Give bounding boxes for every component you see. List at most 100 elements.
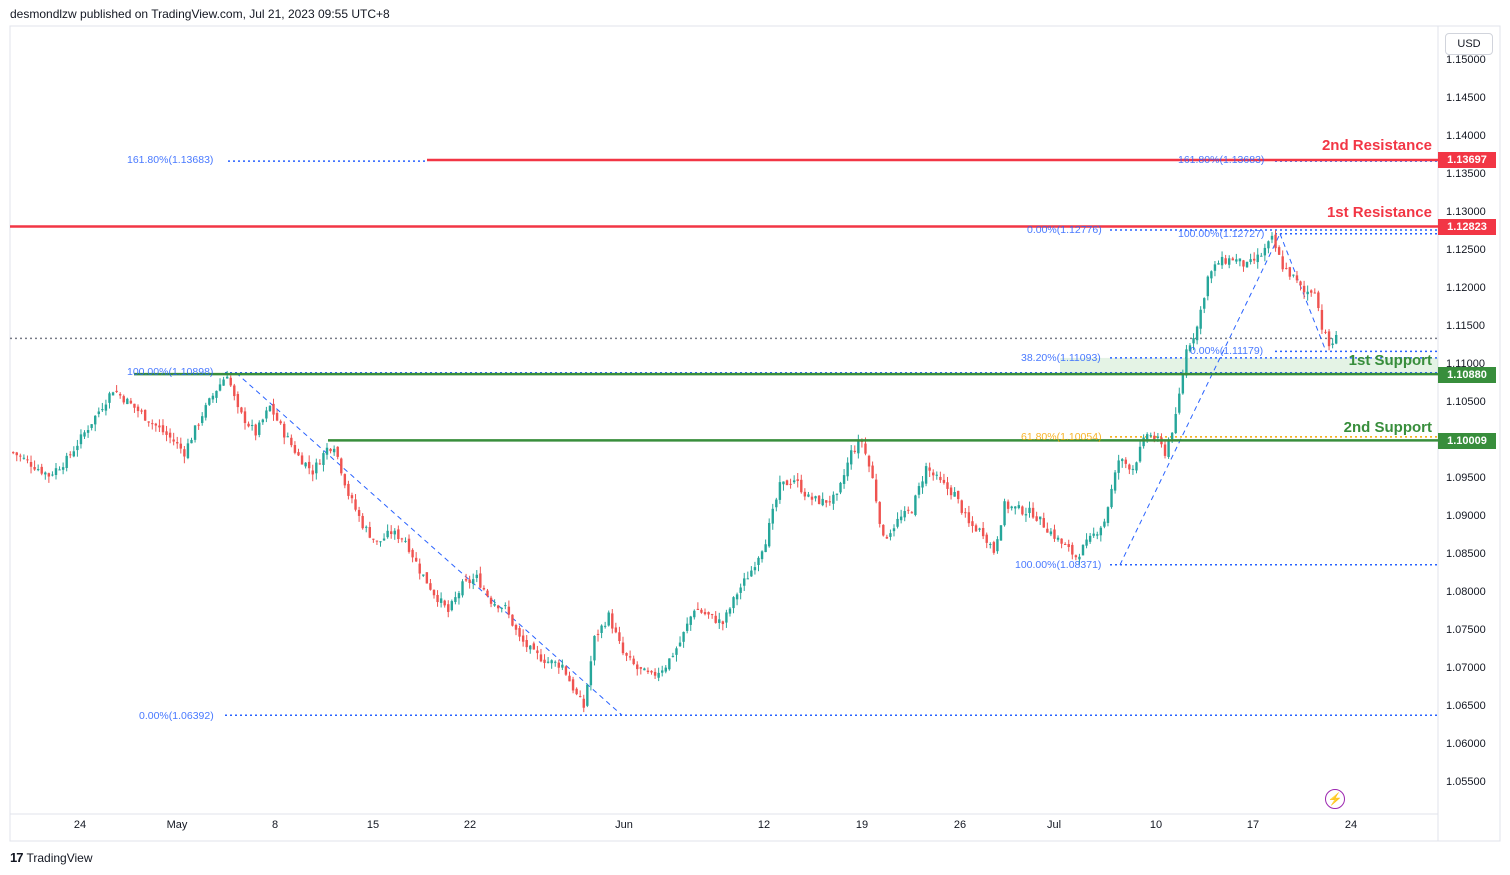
candle-body bbox=[725, 612, 728, 623]
candle-body bbox=[632, 658, 635, 665]
time-tick-7: 19 bbox=[855, 819, 869, 831]
price-tick-0: 1.15000 bbox=[1446, 54, 1486, 66]
candle-body bbox=[136, 406, 140, 412]
candle-body bbox=[1046, 528, 1049, 533]
candle-body bbox=[907, 509, 910, 511]
candle-body bbox=[1149, 435, 1152, 437]
candle-body bbox=[1067, 544, 1070, 548]
candle-body bbox=[992, 542, 996, 553]
candle-body bbox=[892, 528, 896, 532]
candle-body bbox=[985, 534, 988, 543]
candle-body bbox=[1010, 506, 1013, 509]
candle-body bbox=[400, 538, 404, 540]
candle-body bbox=[140, 410, 143, 412]
candle-body bbox=[104, 404, 108, 411]
candle-body bbox=[1174, 413, 1177, 434]
candle-body bbox=[586, 684, 589, 706]
candle-body bbox=[1085, 539, 1088, 546]
candle-body bbox=[154, 423, 158, 426]
candle-body bbox=[482, 587, 486, 590]
candle-body bbox=[1135, 462, 1138, 471]
candle-body bbox=[953, 491, 956, 497]
candle-body bbox=[79, 434, 83, 445]
candle-body bbox=[871, 465, 874, 479]
candle-body bbox=[33, 467, 36, 470]
candle-body bbox=[739, 587, 742, 593]
candle-body bbox=[960, 500, 963, 513]
candle-body bbox=[472, 579, 475, 584]
price-tick-11: 1.09500 bbox=[1446, 472, 1486, 484]
candle-body bbox=[197, 424, 200, 426]
candle-body bbox=[304, 462, 307, 467]
candle-body bbox=[628, 656, 632, 658]
candle-body bbox=[575, 688, 578, 695]
candle-body bbox=[411, 549, 414, 558]
candle-body bbox=[19, 455, 22, 457]
candle-body bbox=[1334, 334, 1338, 344]
candle-body bbox=[496, 605, 500, 609]
candle-body bbox=[732, 597, 735, 609]
price-tick-12: 1.09000 bbox=[1446, 510, 1486, 522]
candle-body bbox=[254, 424, 257, 436]
candle-body bbox=[1295, 275, 1299, 281]
candle-body bbox=[578, 696, 582, 698]
candle-body bbox=[775, 499, 778, 508]
candle-body bbox=[179, 443, 183, 449]
candle-body bbox=[1142, 437, 1145, 447]
candle-body bbox=[418, 563, 421, 574]
candle-body bbox=[329, 448, 332, 452]
candle-body bbox=[457, 593, 461, 599]
candle-body bbox=[44, 472, 47, 475]
candle-body bbox=[728, 608, 732, 614]
candle-body bbox=[422, 574, 425, 576]
candle-body bbox=[764, 544, 767, 553]
candle-body bbox=[1035, 516, 1038, 521]
candle-body bbox=[1238, 258, 1242, 262]
candle-body bbox=[546, 661, 550, 663]
candle-body bbox=[981, 527, 985, 537]
candle-body bbox=[61, 467, 65, 470]
candle-body bbox=[101, 409, 104, 411]
candle-body bbox=[233, 385, 236, 397]
candle-body bbox=[158, 425, 161, 428]
candle-body bbox=[771, 508, 774, 524]
candle-body bbox=[51, 474, 54, 476]
candle-body bbox=[917, 486, 921, 495]
candle-body bbox=[500, 607, 503, 609]
candle-body bbox=[707, 612, 710, 615]
candle-body bbox=[300, 455, 304, 465]
candle-body bbox=[1081, 544, 1085, 556]
candle-body bbox=[1285, 267, 1288, 269]
candle-body bbox=[1277, 247, 1281, 255]
candle-body bbox=[176, 442, 179, 444]
candle-body bbox=[785, 480, 789, 486]
candle-body bbox=[293, 445, 297, 453]
candle-body bbox=[307, 461, 311, 469]
time-tick-9: Jul bbox=[1046, 819, 1062, 831]
candle-body bbox=[1156, 436, 1160, 438]
candle-body bbox=[571, 679, 575, 691]
candle-body bbox=[678, 642, 682, 647]
candle-body bbox=[368, 527, 371, 538]
fib-label-0-top: 0.00%(1.12776) bbox=[1027, 224, 1102, 236]
candle-body bbox=[168, 432, 172, 438]
candle-body bbox=[147, 421, 150, 423]
candle-body bbox=[721, 621, 725, 625]
candle-body bbox=[1021, 506, 1024, 515]
price-tick-15: 1.07500 bbox=[1446, 624, 1486, 636]
candle-body bbox=[842, 475, 846, 484]
candle-body bbox=[1024, 514, 1028, 516]
candle-body bbox=[436, 594, 439, 603]
candle-body bbox=[1063, 543, 1067, 545]
candle-body bbox=[1096, 534, 1099, 536]
candle-body bbox=[90, 424, 93, 428]
currency-button[interactable]: USD bbox=[1445, 33, 1493, 55]
candle-body bbox=[978, 528, 981, 530]
time-tick-2: 8 bbox=[271, 819, 279, 831]
candle-body bbox=[468, 579, 471, 584]
candle-body bbox=[903, 511, 906, 518]
candle-body bbox=[211, 395, 215, 400]
candle-body bbox=[1249, 259, 1252, 262]
lightning-icon[interactable]: ⚡ bbox=[1325, 789, 1345, 809]
